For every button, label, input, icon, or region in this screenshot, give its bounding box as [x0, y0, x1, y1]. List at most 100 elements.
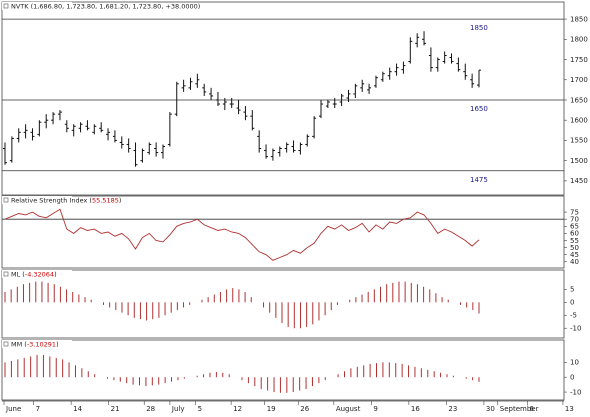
panel-title: ML (-4.32064) [11, 271, 57, 279]
panel-rsi: Relative Strength Index (55.5185) 4045505… [1, 195, 579, 269]
ohlc-bar [470, 73, 475, 88]
ohlc-bar [243, 106, 248, 121]
x-tick-label: 9 [373, 405, 377, 413]
panel-title-paren: ) [119, 197, 122, 205]
reference-label: 1850 [470, 24, 488, 32]
ohlc-bar [305, 134, 310, 147]
ohlc-bar [477, 69, 481, 88]
ohlc-bar [167, 112, 172, 147]
y-tick-label: 1750 [570, 56, 588, 64]
panel-title-value: -4.32064 [25, 271, 54, 279]
x-tick-label: 6 [529, 405, 534, 413]
x-tick-label: 28 [146, 405, 155, 413]
panel-title-label: Relative Strength Index ( [11, 197, 92, 205]
panel-title-bg [2, 270, 72, 278]
ohlc-bar [215, 91, 220, 107]
ohlc-bar [250, 110, 255, 131]
x-tick-label: 7 [36, 405, 40, 413]
y-tick-label: 40 [570, 258, 579, 266]
reference-label: 1650 [470, 105, 488, 113]
x-tick-label: 5 [198, 405, 202, 413]
ohlc-bar [92, 124, 97, 135]
panel-title-value: -3.10291 [27, 341, 56, 349]
y-tick-label: 45 [570, 251, 579, 259]
y-tick-label: -10 [570, 325, 581, 333]
ohlc-bar [57, 110, 62, 121]
ohlc-bar [380, 71, 385, 82]
ohlc-bar [140, 148, 145, 163]
ohlc-bar [401, 61, 406, 74]
x-tick-label: 26 [300, 405, 309, 413]
panel-close-box[interactable] [3, 341, 9, 347]
y-tick-label: 1700 [570, 76, 588, 84]
y-tick-label: 60 [570, 230, 579, 238]
x-tick-label: 16 [411, 405, 420, 413]
ohlc-bar [394, 63, 399, 76]
ohlc-bar [126, 138, 131, 153]
ohlc-bar [181, 79, 186, 92]
panel-title-label: MM ( [11, 341, 27, 349]
ohlc-bar [449, 53, 454, 64]
x-tick-label: 30 [486, 405, 495, 413]
panel-close-box[interactable] [3, 271, 9, 277]
ohlc-bar [195, 73, 200, 88]
ohlc-bar [188, 77, 193, 90]
ohlc-bar [133, 142, 138, 167]
x-tick-label: June [5, 405, 21, 413]
panel-frame [1, 269, 565, 339]
x-tick-label: 13 [565, 405, 574, 413]
ohlc-bar [222, 97, 227, 111]
panel-title: NVTK (1,686.80, 1,723.80, 1,681.20, 1,72… [11, 3, 200, 11]
ohlc-bar [209, 87, 214, 100]
x-tick-label: August [336, 405, 361, 413]
ohlc-bar [71, 124, 76, 137]
ohlc-bar [353, 83, 358, 98]
x-axis: June 7 14 21 28 July 5 12 19 26 August 9 16 23 30 Septe… [2, 400, 574, 413]
panel-frame [1, 1, 565, 196]
panel-title-bg [2, 2, 72, 10]
reference-label: 1475 [470, 176, 488, 184]
y-tick-label: 10 [570, 359, 579, 367]
y-tick-label: 55 [570, 237, 579, 245]
ohlc-bar [270, 148, 275, 161]
y-tick-label: 1500 [570, 157, 588, 165]
ohlc-bar [373, 75, 378, 88]
ohlc-bar [161, 144, 165, 159]
ohlc-bar [325, 99, 330, 109]
ohlc-bar [202, 83, 207, 96]
ohlc-bar [312, 116, 317, 139]
ohlc-bar [51, 112, 56, 125]
ohlc-bar [112, 130, 117, 143]
y-tick-label: 65 [570, 223, 579, 231]
ohlc-bar [435, 57, 440, 72]
ohlc-bar [456, 57, 461, 72]
ohlc-bar [99, 122, 104, 133]
y-tick-label: 70 [570, 215, 579, 223]
y-tick-label: 1850 [570, 15, 588, 23]
y-tick-label: 75 [570, 208, 579, 216]
x-tick-label: 14 [73, 405, 82, 413]
ohlc-bar [346, 89, 351, 102]
ohlc-bar [387, 67, 392, 80]
ohlc-bar [332, 97, 337, 109]
x-tick-label: September [500, 405, 539, 413]
ohlc-bar [85, 120, 90, 131]
panel-title-bg [2, 340, 72, 348]
ohlc-bar [442, 51, 447, 64]
ohlc-bar [236, 99, 241, 115]
ohlc-bar [291, 140, 296, 153]
y-tick-label: 1600 [570, 117, 588, 125]
panels: NVTK (1,686.80, 1,723.80, 1,681.20, 1,72… [1, 1, 588, 401]
panel-close-box[interactable] [3, 197, 9, 203]
ohlc-bar [428, 47, 433, 72]
panel-mm: MM (-3.10291) -10 0 10 [1, 339, 581, 401]
y-tick-label: 1450 [570, 177, 588, 185]
y-tick-label: 50 [570, 244, 579, 252]
ohlc-bar [3, 142, 7, 165]
ohlc-bar [23, 124, 28, 139]
panel-frame [1, 339, 565, 401]
panel-title-value: 55.5185 [92, 197, 119, 205]
panel-close-box[interactable] [3, 3, 9, 9]
ohlc-bar [319, 99, 323, 119]
